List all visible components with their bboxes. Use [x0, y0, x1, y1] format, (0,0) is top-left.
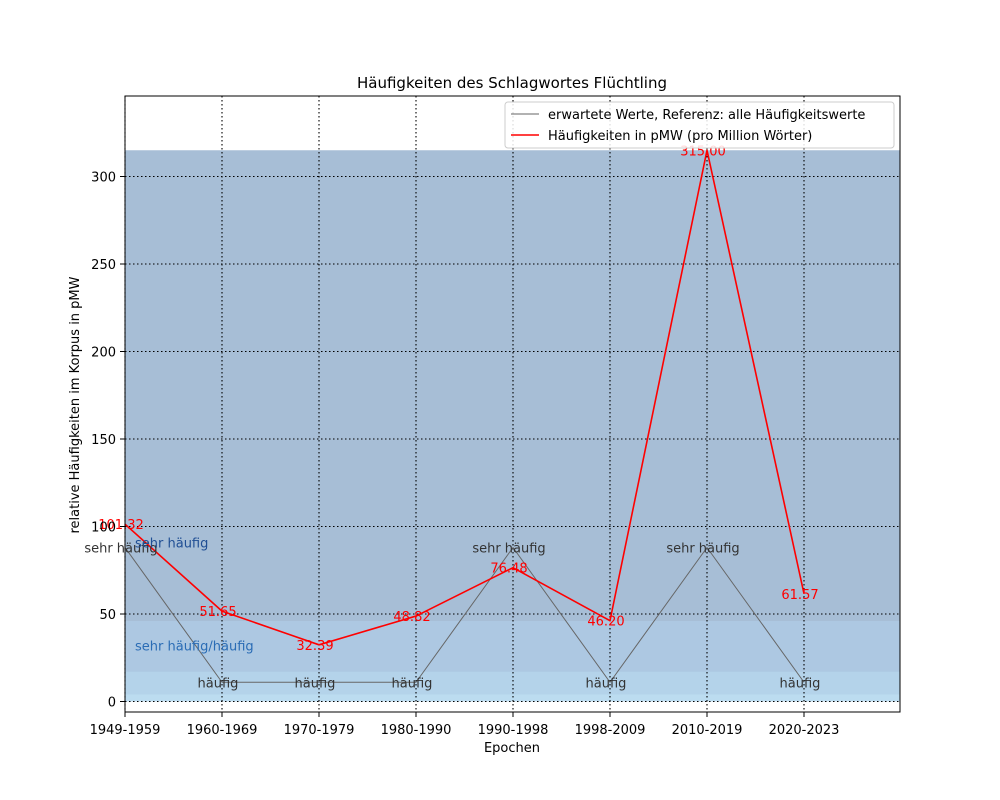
legend-box: [504, 101, 895, 149]
y-axis: 0 50 100 150 200 250 300: [91, 171, 125, 711]
point-label: 46.20: [587, 615, 624, 630]
legend-entry-0: erwartete Werte, Referenz: alle Häufigke…: [548, 108, 865, 123]
point-label: häufig: [198, 676, 239, 691]
point-label: 32.39: [296, 639, 333, 654]
band-3: [125, 694, 900, 702]
point-label: 61.57: [781, 588, 818, 603]
point-label: 48.82: [393, 610, 430, 625]
chart-title: Häufigkeiten des Schlagwortes Flüchtling: [357, 74, 667, 92]
point-label: häufig: [392, 676, 433, 691]
y-tick-label: 100: [91, 521, 116, 536]
y-tick-label: 150: [91, 433, 116, 448]
series-line-1: [124, 149, 805, 646]
point-labels: sehr häufig häufig häufig häufig sehr häufig…: [84, 144, 820, 691]
x-tick-label: 1949-1959: [90, 723, 161, 738]
x-axis: 1949-1959 1960-1969 1970-1979 1980-1990 1990…: [90, 712, 840, 738]
legend: erwartete Werte, Referenz: alle Häufigke…: [504, 101, 895, 149]
y-tick-label: 50: [99, 608, 116, 623]
band-label: sehr häufig/häufig: [135, 640, 254, 655]
y-tick-label: 250: [91, 258, 116, 273]
band-label: sehr häufig: [135, 536, 208, 551]
x-tick-label: 1998-2009: [575, 723, 646, 738]
legend-entry-1: Häufigkeiten in pMW (pro Million Wörter): [548, 129, 812, 144]
band-0: [125, 150, 900, 702]
series-lines: [124, 149, 805, 683]
x-tick-label: 2020-2023: [769, 723, 840, 738]
point-label: 76.48: [490, 562, 527, 577]
x-tick-label: 2010-2019: [672, 723, 743, 738]
point-label: sehr häufig: [472, 542, 545, 557]
series-line-0: [124, 547, 805, 683]
point-label: sehr häufig: [84, 542, 157, 557]
point-label: 101.32: [98, 518, 144, 533]
point-label: 51.65: [199, 605, 236, 620]
x-tick-label: 1970-1979: [284, 723, 355, 738]
y-tick-label: 0: [108, 696, 116, 711]
y-tick-label: 300: [91, 171, 116, 186]
x-tick-label: 1980-1990: [381, 723, 452, 738]
y-tick-label: 200: [91, 346, 116, 361]
x-axis-label: Epochen: [484, 741, 540, 756]
point-label: häufig: [295, 676, 336, 691]
x-tick-label: 1990-1998: [478, 723, 549, 738]
point-label: häufig: [780, 676, 821, 691]
y-axis-label: relative Häufigkeiten im Korpus in pMW: [68, 276, 83, 533]
point-label: sehr häufig: [666, 542, 739, 557]
point-label: häufig: [586, 676, 627, 691]
x-tick-label: 1960-1969: [187, 723, 258, 738]
